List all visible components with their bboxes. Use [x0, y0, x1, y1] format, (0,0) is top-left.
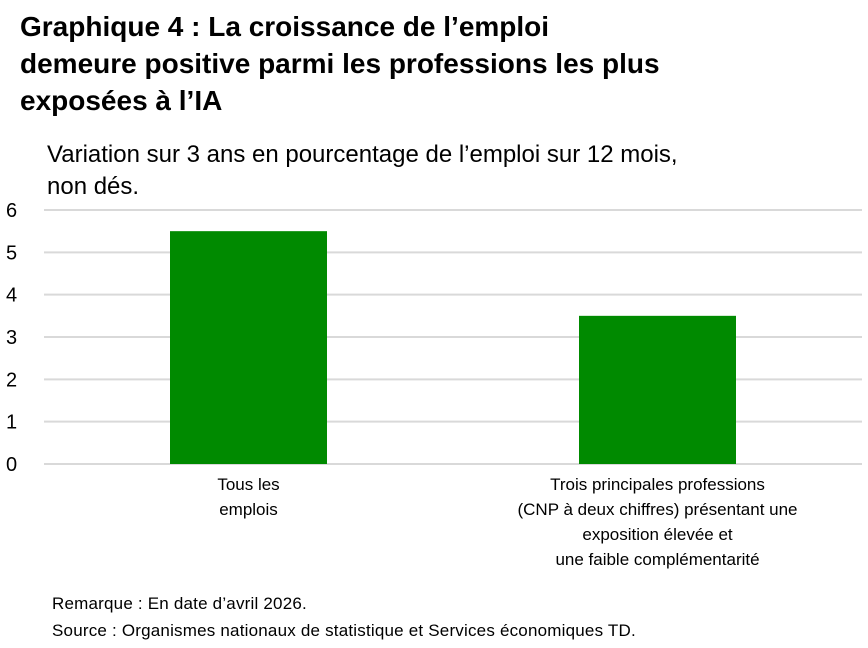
y-tick-label: 2 — [6, 369, 17, 391]
y-tick-label: 1 — [6, 412, 17, 434]
subtitle-line: Variation sur 3 ans en pourcentage de l’… — [47, 141, 678, 168]
x-category-label: une faible complémentarité — [555, 550, 759, 569]
bars — [170, 231, 736, 464]
chart-note: Remarque : En date d’avril 2026. — [52, 594, 307, 613]
x-category-label: Tous les — [217, 475, 279, 494]
y-tick-label: 5 — [6, 242, 17, 264]
y-tick-label: 6 — [6, 200, 17, 222]
y-tick-label: 4 — [6, 285, 17, 307]
x-category-label: exposition élevée et — [582, 525, 733, 544]
bar — [579, 315, 736, 464]
y-axis-ticks: 0 1 2 3 4 5 6 — [6, 200, 17, 476]
chart-source: Source : Organismes nationaux de statist… — [52, 621, 636, 640]
bar-chart: 0 1 2 3 4 5 6 Tous les emplois Trois principales… — [6, 200, 862, 569]
x-axis-labels: Tous les emplois Trois principales profess… — [217, 475, 797, 569]
bar — [170, 231, 327, 464]
x-category-label: Trois principales professions — [550, 475, 765, 494]
gridlines — [44, 209, 862, 465]
title-line: exposées à l’IA — [20, 85, 223, 116]
title-line: Graphique 4 : La croissance de l’emploi — [20, 11, 550, 42]
chart-title: Graphique 4 : La croissance de l’emploi … — [20, 8, 840, 119]
y-tick-label: 0 — [6, 454, 17, 476]
title-line: demeure positive parmi les professions l… — [20, 48, 660, 79]
subtitle-line: non dés. — [47, 173, 140, 200]
x-category-label: (CNP à deux chiffres) présentant une — [517, 500, 797, 519]
y-tick-label: 3 — [6, 327, 17, 349]
chart-subtitle: Variation sur 3 ans en pourcentage de l’… — [47, 139, 807, 203]
x-category-label: emplois — [219, 500, 278, 519]
